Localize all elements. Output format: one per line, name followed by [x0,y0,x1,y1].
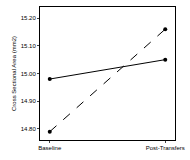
svg-text:Cross Sectional Area (mm2): Cross Sectional Area (mm2) [11,36,17,111]
svg-text:15.20: 15.20 [21,15,37,21]
svg-text:Post-Transfers: Post-Transfers [146,145,185,151]
svg-text:15.10: 15.10 [21,43,37,49]
svg-text:14.80: 14.80 [21,126,37,132]
svg-text:Baseline: Baseline [38,145,62,151]
svg-text:14.90: 14.90 [21,98,37,104]
svg-text:15.00: 15.00 [21,71,37,77]
